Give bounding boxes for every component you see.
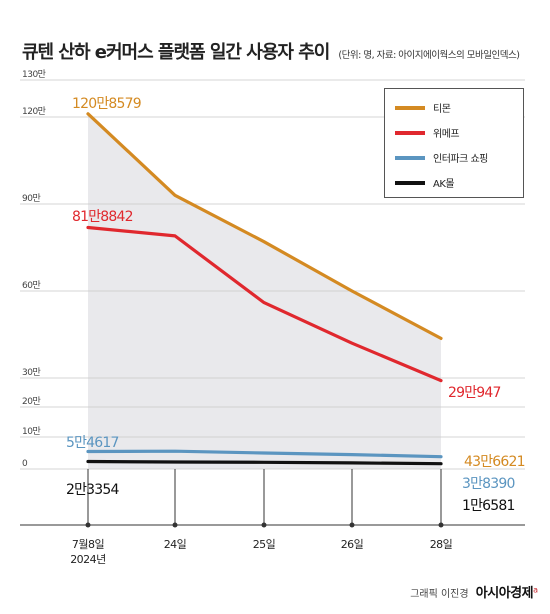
chart-title: 큐텐 산하 e커머스 플랫폼 일간 사용자 추이 — [22, 42, 330, 63]
brand-mark: a — [533, 585, 538, 595]
legend-swatch — [395, 105, 425, 110]
x-axis-dot — [438, 522, 444, 528]
legend-label: 티몬 — [433, 104, 451, 115]
series-line — [86, 459, 443, 466]
x-axis-dot — [349, 522, 355, 528]
legend-item: AK몰 — [395, 170, 513, 195]
series-line — [86, 225, 443, 383]
data-label-end: 29만947 — [448, 385, 501, 401]
x-axis-dot — [85, 522, 91, 528]
x-axis-dot — [261, 522, 267, 528]
y-tick-label: 60만 — [22, 280, 40, 291]
x-axis-dot — [172, 522, 178, 528]
credit-line: 그래픽 이진경 아시아경제a — [410, 582, 538, 601]
y-tick-label: 90만 — [22, 193, 40, 204]
legend-item: 위메프 — [395, 120, 513, 145]
legend-label: AK몰 — [433, 179, 455, 190]
y-tick-label: 120만 — [22, 106, 46, 117]
series-line — [86, 449, 443, 459]
y-tick-label: 30만 — [22, 367, 40, 378]
data-label-end: 1만6581 — [462, 498, 515, 514]
data-label-end: 3만8390 — [462, 476, 515, 492]
legend-swatch — [395, 130, 425, 135]
y-tick-label: 0 — [22, 459, 28, 469]
chart-subtitle: (단위: 명, 자료: 아이지에이웍스의 모바일인덱스) — [338, 50, 520, 61]
y-tick-label: 10만 — [22, 426, 40, 437]
credit-graphic: 그래픽 이진경 — [410, 589, 469, 600]
legend-swatch — [395, 180, 425, 185]
legend-label: 인터파크 쇼핑 — [433, 154, 488, 165]
y-tick-label: 130만 — [22, 69, 46, 80]
y-tick-label: 20만 — [22, 396, 40, 407]
data-label-start: 2만3354 — [66, 482, 120, 498]
x-tick-label: 25일 — [253, 537, 276, 551]
legend-item: 티몬 — [395, 95, 513, 120]
x-tick-label: 2024년 — [70, 553, 106, 566]
title-bar: 큐텐 산하 e커머스 플랫폼 일간 사용자 추이 (단위: 명, 자료: 아이지… — [22, 38, 542, 64]
data-label-end: 43만6621 — [464, 454, 525, 470]
brand-logo: 아시아경제 — [475, 586, 534, 601]
data-label-start: 120만8579 — [72, 96, 141, 112]
x-tick-label: 7월8일 — [72, 537, 105, 551]
legend-label: 위메프 — [433, 129, 460, 140]
data-label-start: 81만8842 — [72, 209, 133, 225]
legend-item: 인터파크 쇼핑 — [395, 145, 513, 170]
x-tick-label: 28일 — [430, 537, 453, 551]
series-line — [86, 112, 443, 340]
legend-swatch — [395, 155, 425, 160]
data-label-start: 5만4617 — [66, 435, 119, 451]
x-tick-label: 24일 — [164, 537, 187, 551]
shaded-area — [88, 113, 441, 470]
x-tick-label: 26일 — [341, 537, 364, 551]
